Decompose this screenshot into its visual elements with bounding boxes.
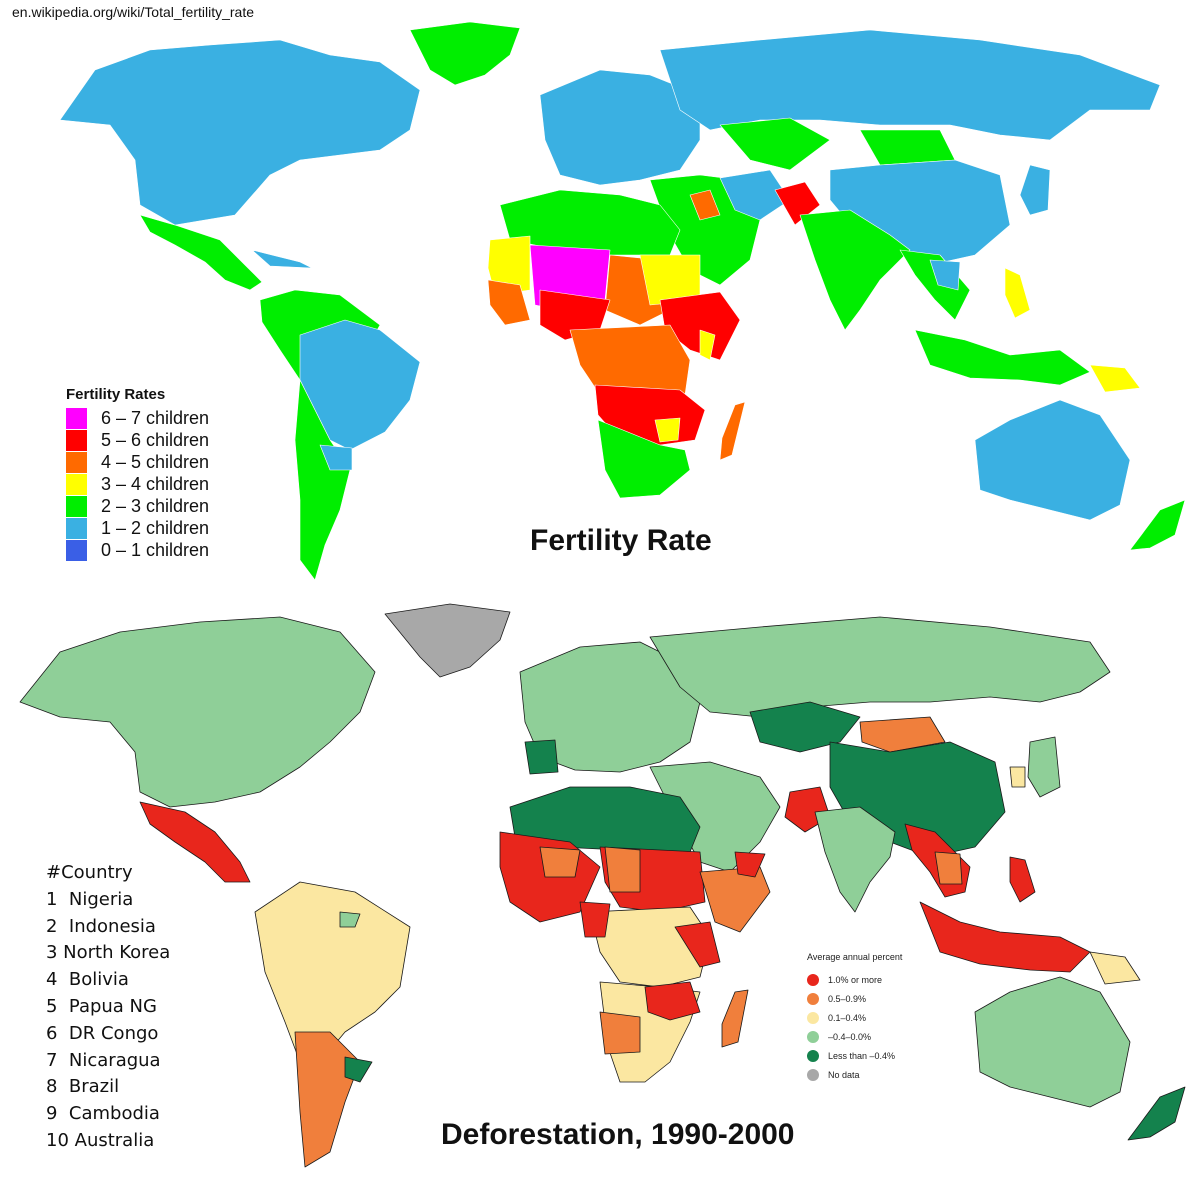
greenland-region bbox=[384, 603, 511, 678]
legend-label: 0.1–0.4% bbox=[828, 1012, 867, 1023]
legend-swatch bbox=[66, 407, 87, 429]
deforestation-map-panel: #Country 1 Nigeria 2 Indonesia 3 North K… bbox=[0, 592, 1200, 1183]
india-region bbox=[814, 806, 896, 913]
north-africa-region bbox=[499, 189, 681, 256]
ranking-item: 6 DR Congo bbox=[46, 1022, 159, 1044]
russia-region bbox=[649, 616, 1111, 718]
fertility-legend-title: Fertility Rates bbox=[66, 386, 166, 403]
legend-dot bbox=[807, 1030, 819, 1043]
legend-label: 5 – 6 children bbox=[101, 429, 210, 450]
deforestation-legend: Average annual percent 1.0% or more 0.5–… bbox=[807, 952, 902, 1084]
deforestation-legend-item: Less than –0.4% bbox=[807, 1046, 902, 1065]
ranking-item: 3 North Korea bbox=[46, 942, 171, 964]
deforestation-legend-item: No data bbox=[807, 1065, 902, 1084]
legend-swatch bbox=[66, 539, 87, 561]
fertility-map-panel: en.wikipedia.org/wiki/Total_fertility_ra… bbox=[12, 4, 1186, 581]
legend-dot bbox=[807, 1049, 819, 1062]
north-america-region bbox=[19, 616, 376, 808]
deforestation-legend-item: 0.5–0.9% bbox=[807, 989, 902, 1008]
fertility-legend-item: 0 – 1 children bbox=[66, 539, 209, 561]
legend-label: 1 – 2 children bbox=[101, 517, 210, 538]
deforestation-legend-item: 0.1–0.4% bbox=[807, 1008, 902, 1027]
legend-label: No data bbox=[828, 1069, 860, 1080]
afghanistan-region bbox=[774, 181, 821, 226]
legend-label: 6 – 7 children bbox=[101, 407, 210, 428]
mexico-region bbox=[139, 801, 251, 883]
fertility-legend-item: 5 – 6 children bbox=[66, 429, 209, 451]
legend-dot bbox=[807, 1068, 819, 1081]
fertility-legend-item: 6 – 7 children bbox=[66, 407, 209, 429]
legend-swatch bbox=[66, 473, 87, 495]
deforestation-legend-title: Average annual percent bbox=[807, 952, 903, 962]
indonesia-region bbox=[914, 329, 1091, 386]
fertility-legend: Fertility Rates 6 – 7 children 5 – 6 chi… bbox=[66, 386, 209, 561]
legend-label: 1.0% or more bbox=[828, 974, 883, 985]
legend-label: 0.5–0.9% bbox=[828, 993, 867, 1004]
fertility-world-map bbox=[59, 21, 1186, 581]
ranking-item: 9 Cambodia bbox=[46, 1103, 160, 1125]
legend-swatch bbox=[66, 495, 87, 517]
legend-label: 2 – 3 children bbox=[101, 495, 210, 516]
ranking-header: #Country bbox=[46, 862, 133, 883]
deforestation-map-title: Deforestation, 1990-2000 bbox=[441, 1118, 795, 1151]
mongolia-region bbox=[859, 716, 946, 753]
deforestation-legend-item: 1.0% or more bbox=[807, 970, 902, 989]
source-url[interactable]: en.wikipedia.org/wiki/Total_fertility_ra… bbox=[12, 4, 254, 20]
ranking-item: 1 Nigeria bbox=[46, 888, 134, 910]
australia-region bbox=[974, 399, 1131, 521]
north-america-region bbox=[59, 39, 421, 226]
south-america-region bbox=[254, 881, 411, 1063]
legend-label: 0 – 1 children bbox=[101, 539, 210, 560]
deforestation-world-map bbox=[19, 603, 1186, 1168]
southern-africa-region bbox=[597, 419, 691, 499]
legend-label: 3 – 4 children bbox=[101, 473, 210, 494]
legend-dot bbox=[807, 973, 819, 986]
indonesia-region bbox=[919, 901, 1091, 973]
fertility-legend-item: 4 – 5 children bbox=[66, 451, 209, 473]
ranking-item: 4 Bolivia bbox=[46, 969, 129, 991]
fertility-legend-item: 3 – 4 children bbox=[66, 473, 209, 495]
ranking-item: 10 Australia bbox=[46, 1129, 155, 1151]
legend-swatch bbox=[66, 451, 87, 473]
legend-dot bbox=[807, 992, 819, 1005]
deforestation-legend-item: –0.4–0.0% bbox=[807, 1027, 902, 1046]
greenland-region bbox=[409, 21, 521, 86]
mexico-region bbox=[139, 214, 263, 291]
fertility-map-title: Fertility Rate bbox=[530, 524, 712, 557]
legend-dot bbox=[807, 1011, 819, 1024]
legend-swatch bbox=[66, 429, 87, 451]
fertility-legend-item: 2 – 3 children bbox=[66, 495, 209, 517]
legend-label: Less than –0.4% bbox=[828, 1050, 896, 1061]
ranking-item: 5 Papua NG bbox=[46, 995, 157, 1017]
legend-swatch bbox=[66, 517, 87, 539]
deforestation-ranking-list: #Country 1 Nigeria 2 Indonesia 3 North K… bbox=[46, 860, 170, 1155]
legend-label: –0.4–0.0% bbox=[828, 1031, 872, 1042]
ranking-item: 8 Brazil bbox=[46, 1076, 120, 1098]
australia-region bbox=[974, 976, 1131, 1108]
india-region bbox=[799, 209, 911, 331]
legend-label: 4 – 5 children bbox=[101, 451, 210, 472]
ranking-item: 2 Indonesia bbox=[46, 915, 156, 937]
fertility-legend-item: 1 – 2 children bbox=[66, 517, 209, 539]
europe-region bbox=[539, 69, 701, 186]
ranking-item: 7 Nicaragua bbox=[46, 1049, 161, 1071]
